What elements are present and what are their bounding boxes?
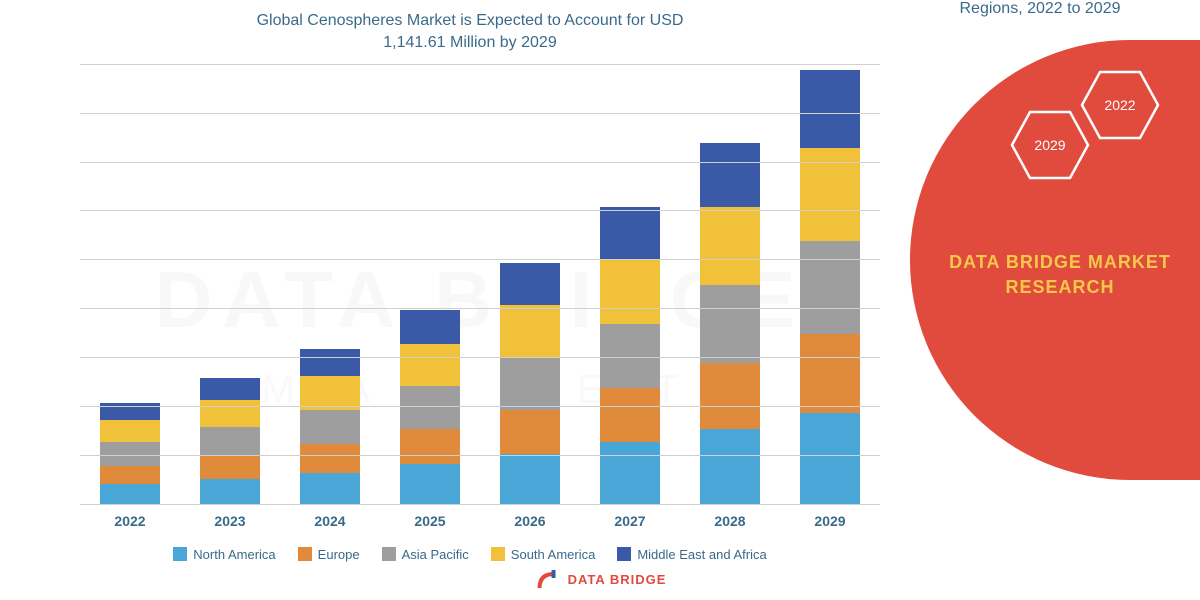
legend-label: Europe [318,547,360,562]
grid-line [80,162,880,163]
bar-segment [800,413,860,504]
side-panel: Regions, 2022 to 2029 2022 2029 DATA BRI… [890,0,1200,560]
chart-plot [80,65,880,505]
bar-segment [300,376,360,410]
chart-title-line1: Global Cenospheres Market is Expected to… [257,12,684,29]
bar-segment [400,464,460,505]
grid-line [80,259,880,260]
bar-segment [600,259,660,323]
legend-label: South America [511,547,596,562]
bar-segment [100,466,160,485]
bar-segment [500,454,560,505]
bar-2027 [600,207,660,505]
bar-2026 [500,263,560,505]
bar-segment [200,456,260,480]
grid-line [80,504,880,505]
side-title: Regions, 2022 to 2029 [900,0,1180,18]
legend-item: Europe [298,547,360,562]
chart-title: Global Cenospheres Market is Expected to… [60,10,880,55]
bar-segment [400,386,460,428]
bar-segment [600,207,660,259]
bar-segment [200,378,260,400]
bar-segment [400,310,460,344]
bar-2024 [300,349,360,505]
legend-label: Middle East and Africa [637,547,766,562]
bar-2023 [200,378,260,505]
x-label: 2022 [100,513,160,529]
bar-segment [500,305,560,357]
legend-swatch [491,547,505,561]
bar-segment [600,324,660,388]
bar-segment [100,484,160,504]
bar-segment [300,473,360,505]
brand-line2: RESEARCH [1005,277,1114,297]
x-label: 2029 [800,513,860,529]
hex-front-label: 2029 [1034,137,1065,153]
bar-segment [700,363,760,429]
grid-line [80,406,880,407]
legend-swatch [173,547,187,561]
footer-logo-icon [534,566,560,592]
grid-line [80,455,880,456]
bar-segment [200,479,260,504]
legend-item: South America [491,547,596,562]
bar-segment [500,358,560,410]
bar-segment [300,444,360,473]
x-axis-labels: 2022 2023 2024 2025 2026 2027 2028 2029 [80,513,880,529]
x-label: 2026 [500,513,560,529]
bar-segment [600,442,660,505]
bar-segment [800,334,860,414]
bar-segment [300,410,360,444]
legend-item: Asia Pacific [382,547,469,562]
bar-segment [200,427,260,456]
grid-line [80,357,880,358]
brand-text: DATA BRIDGE MARKET RESEARCH [930,250,1190,300]
bar-segment [700,207,760,285]
legend-item: North America [173,547,275,562]
legend-label: North America [193,547,275,562]
chart-legend: North America Europe Asia Pacific South Ame… [60,547,880,562]
x-label: 2028 [700,513,760,529]
bar-segment [300,349,360,376]
legend-swatch [382,547,396,561]
bar-2028 [700,143,760,505]
legend-swatch [617,547,631,561]
bar-segment [700,429,760,505]
bar-segment [800,241,860,334]
legend-item: Middle East and Africa [617,547,766,562]
bar-segment [800,70,860,148]
hex-back-label: 2022 [1104,97,1135,113]
bar-segment [400,344,460,386]
chart-container: Global Cenospheres Market is Expected to… [60,10,880,570]
hex-badge-back: 2022 [1080,70,1160,140]
bar-2025 [400,310,460,505]
footer-logo: DATA BRIDGE [534,566,667,592]
grid-line [80,210,880,211]
chart-title-line2: 1,141.61 Million by 2029 [383,34,556,51]
bar-segment [600,388,660,442]
x-label: 2027 [600,513,660,529]
x-label: 2025 [400,513,460,529]
bar-segment [700,143,760,207]
bar-segment [700,285,760,363]
bar-2029 [800,70,860,505]
bar-segment [500,410,560,454]
chart-bars [80,65,880,505]
bar-segment [400,429,460,465]
grid-line [80,308,880,309]
x-label: 2023 [200,513,260,529]
bar-segment [200,400,260,427]
bar-segment [100,420,160,442]
grid-line [80,113,880,114]
legend-label: Asia Pacific [402,547,469,562]
footer-logo-text: DATA BRIDGE [568,572,667,587]
bar-segment [500,263,560,305]
brand-line1: DATA BRIDGE MARKET [949,252,1171,272]
legend-swatch [298,547,312,561]
hex-badge-front: 2029 [1010,110,1090,180]
x-label: 2024 [300,513,360,529]
grid-line [80,64,880,65]
